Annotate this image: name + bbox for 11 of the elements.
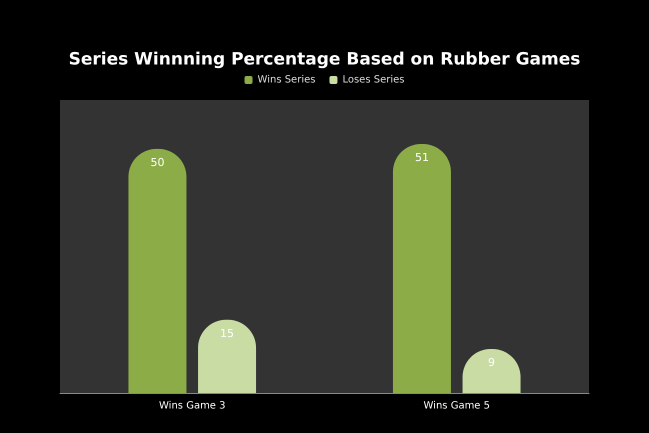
data-label: 15 xyxy=(220,326,234,340)
x-tick-label: Wins Game 5 xyxy=(424,400,490,412)
data-label: 9 xyxy=(488,356,496,370)
data-label: 50 xyxy=(150,156,164,169)
bar xyxy=(128,148,186,393)
bar xyxy=(392,144,451,393)
legend-label: Wins Series xyxy=(258,74,316,86)
chart-title: Series Winnning Percentage Based on Rubber Games xyxy=(68,50,580,70)
x-tick-label: Wins Game 3 xyxy=(159,400,226,412)
data-label: 51 xyxy=(414,150,429,164)
legend-label: Loses Series xyxy=(342,74,404,86)
